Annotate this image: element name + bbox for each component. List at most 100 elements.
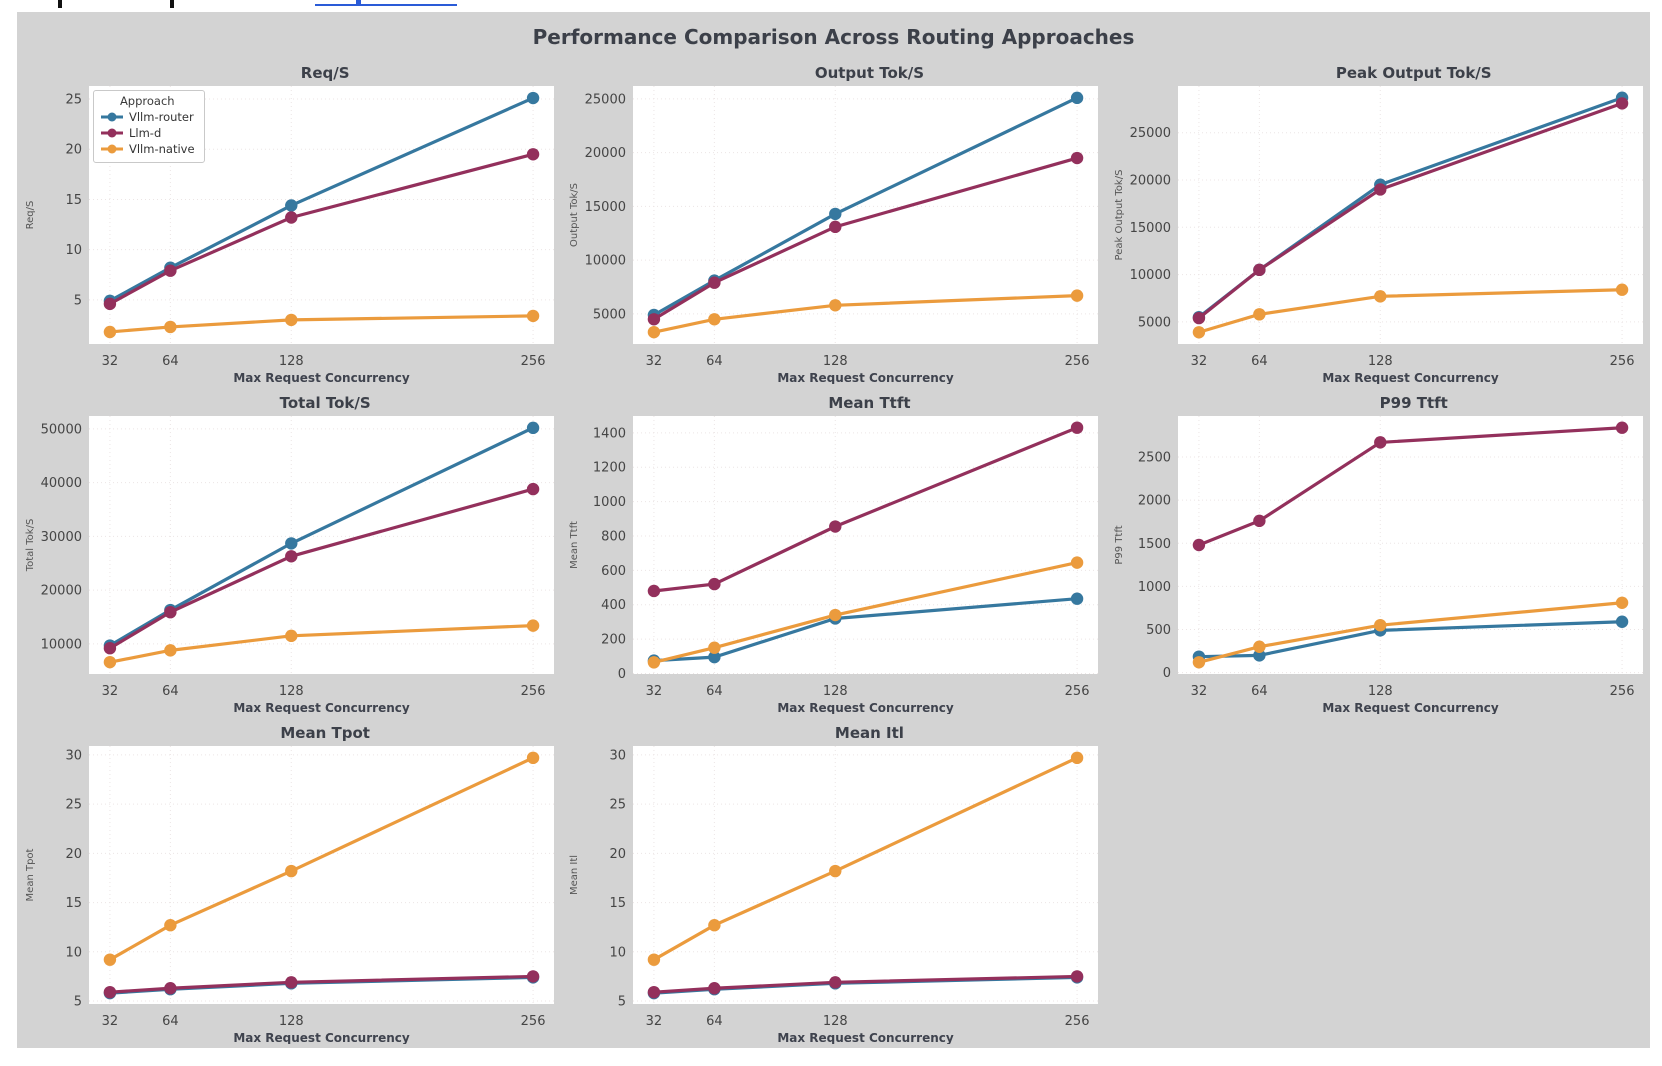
data-point (1373, 618, 1387, 632)
data-point (829, 976, 842, 989)
data-point (285, 864, 298, 878)
data-point (1252, 308, 1266, 321)
svg-text:256: 256 (1065, 684, 1090, 699)
svg-text:10: 10 (610, 945, 627, 960)
data-point (164, 320, 177, 334)
x-axis-label: Max Request Concurrency (778, 1031, 955, 1044)
svg-text:256: 256 (1065, 354, 1090, 369)
series-vllm-native (103, 309, 540, 339)
svg-text:1200: 1200 (593, 461, 626, 476)
series-line (652, 96, 1079, 317)
series-line (1196, 601, 1624, 664)
data-point (285, 199, 298, 212)
x-axis-label: Max Request Concurrency (1322, 701, 1499, 714)
svg-text:30: 30 (65, 748, 82, 763)
series-line (1196, 101, 1624, 320)
plot-total-tok-s: 10000 20000 30000 40000 50000 32 64 128 256 Total… (25, 416, 554, 714)
clipped-link-fragment[interactable] (356, 0, 361, 4)
series-vllm-native (103, 619, 540, 669)
series-llm-d (103, 482, 540, 655)
data-point (648, 953, 661, 966)
chart-mean-tpot: Mean Tpot 5 10 15 20 25 30 32 64 128 256 Mean Tpot… (17, 718, 561, 1048)
svg-text:25: 25 (610, 798, 627, 813)
svg-text:10: 10 (65, 243, 82, 258)
data-point (829, 220, 842, 234)
y-axis-label: P99 Ttft (1114, 525, 1125, 564)
data-point (1615, 421, 1628, 434)
data-point (1373, 183, 1387, 196)
data-point (1615, 283, 1628, 296)
data-point (648, 313, 661, 326)
svg-text:20000: 20000 (585, 146, 626, 161)
data-point (103, 953, 117, 966)
data-point (1615, 97, 1628, 110)
data-point (526, 91, 540, 105)
y-axis-label: Total Tok/S (25, 519, 36, 573)
clipped-text-fragment (170, 0, 174, 8)
y-axis-label: Output Tok/S (569, 183, 580, 247)
data-point (526, 751, 540, 765)
data-point (829, 864, 842, 878)
clipped-link-underline[interactable] (315, 4, 457, 6)
legend-marker-icon (101, 144, 123, 154)
data-point (829, 207, 842, 221)
svg-text:5000: 5000 (1138, 315, 1171, 330)
data-point (1192, 311, 1205, 325)
series-line (652, 597, 1079, 663)
svg-text:800: 800 (601, 529, 626, 544)
data-point (829, 299, 842, 312)
data-point (1071, 91, 1084, 105)
y-axis-label: Mean Tpot (25, 848, 36, 901)
svg-text:128: 128 (823, 684, 848, 699)
svg-text:128: 128 (279, 354, 304, 369)
legend-marker-icon (101, 128, 123, 138)
series-line (108, 756, 535, 962)
y-axis-label: Req/S (25, 201, 36, 230)
chart-title: P99 Ttft (1379, 394, 1448, 412)
x-tick-labels: 32 64 128 256 (102, 354, 546, 369)
svg-text:30000: 30000 (41, 530, 82, 545)
data-point (285, 550, 298, 563)
data-point (708, 276, 721, 289)
plot-area (89, 416, 554, 674)
chart-title: Mean Ttft (828, 394, 911, 412)
x-axis-label: Max Request Concurrency (778, 701, 955, 714)
svg-text:10000: 10000 (585, 254, 626, 269)
chart-req-s: Req/S 5 10 15 20 25 32 64 128 256 Req/S Max Reques… (17, 58, 561, 388)
x-tick-labels: 32 64 128 256 (1190, 684, 1634, 699)
plot-p99-ttft: 0 500 1000 1500 2000 2500 32 64 128 256 P99 Ttft Ma… (1114, 416, 1643, 714)
y-axis-label: Peak Output Tok/S (1114, 170, 1125, 261)
empty-cell (1106, 718, 1650, 1048)
series-llm-d (648, 151, 1084, 326)
svg-text:32: 32 (102, 354, 119, 369)
plot-output-tok-s: 5000 10000 15000 20000 25000 32 64 128 256 Output… (569, 86, 1099, 384)
series-line (108, 624, 535, 664)
data-point (103, 297, 117, 311)
plot-area (89, 746, 554, 1004)
y-tick-labels: 0 200 400 600 800 1000 1200 1400 (593, 426, 626, 682)
series-vllm-native (648, 751, 1084, 966)
svg-text:32: 32 (1190, 354, 1207, 369)
svg-text:64: 64 (162, 1014, 179, 1029)
data-point (164, 982, 177, 995)
x-tick-labels: 32 64 128 256 (646, 354, 1090, 369)
svg-text:25: 25 (65, 798, 82, 813)
data-point (526, 148, 540, 161)
svg-text:20000: 20000 (1129, 174, 1170, 189)
svg-text:20: 20 (65, 847, 82, 862)
series-line (1196, 426, 1624, 547)
y-axis-label: Mean Ttft (569, 521, 580, 569)
data-point (1071, 751, 1084, 765)
series-llm-d (103, 148, 540, 311)
svg-text:15000: 15000 (1129, 221, 1170, 236)
charts-grid: Req/S 5 10 15 20 25 32 64 128 256 Req/S Max Reques… (17, 58, 1650, 1048)
plot-req-s: 5 10 15 20 25 32 64 128 256 Req/S Max Request Conc… (25, 86, 554, 384)
legend-item: Vllm-native (100, 141, 195, 157)
svg-text:1000: 1000 (1138, 580, 1171, 595)
data-point (164, 605, 177, 619)
series-vllm-native (1192, 283, 1628, 339)
svg-text:15: 15 (65, 193, 82, 208)
svg-text:25000: 25000 (585, 92, 626, 107)
data-point (1071, 556, 1084, 569)
legend-items: Vllm-router Llm-d Vllm-native (100, 109, 195, 157)
